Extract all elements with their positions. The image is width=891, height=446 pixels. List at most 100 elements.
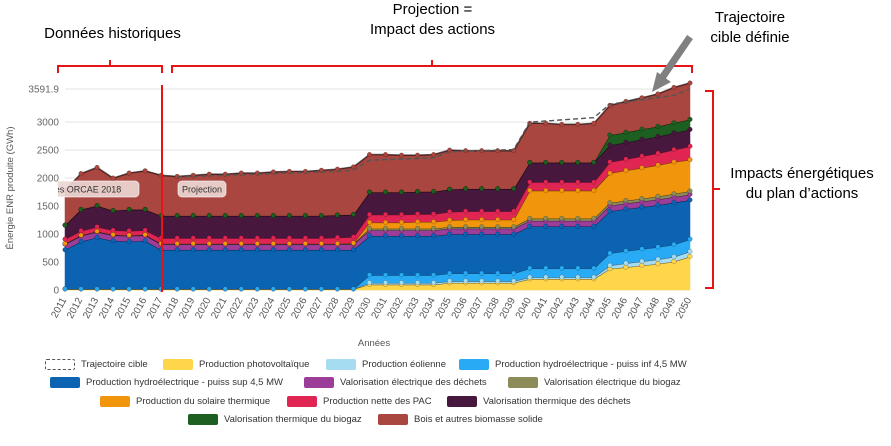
point-Production hydroélectrique - puiss sup 4,5 MW <box>479 231 485 237</box>
point-Production éolienne <box>671 254 677 260</box>
point-Valorisation électrique du biogaz <box>687 188 693 194</box>
point-Production hydroélectrique - puiss inf 4,5 MW <box>318 286 324 292</box>
point-Production du solaire thermique <box>286 241 292 247</box>
point-Production du solaire thermique <box>382 219 389 225</box>
point-Production hydroélectrique - puiss inf 4,5 MW <box>126 286 132 292</box>
plot-band-label: ées ORCAE 2018 <box>50 180 140 198</box>
point-Production hydroélectrique - puiss inf 4,5 MW <box>94 286 100 292</box>
point-Valorisation thermique du biogaz <box>270 213 276 219</box>
point-Production nette des PAC <box>222 235 228 241</box>
point-Production hydroélectrique - puiss inf 4,5 MW <box>62 286 68 292</box>
point-Production hydroélectrique - puiss sup 4,5 MW <box>110 238 116 244</box>
point-Production hydroélectrique - puiss inf 4,5 MW <box>398 272 405 278</box>
point-Production du solaire thermique <box>94 228 100 234</box>
target-line <box>177 88 691 178</box>
point-Valorisation électrique du biogaz <box>575 215 581 221</box>
plot-band-label-box <box>58 180 140 198</box>
point-Production nette des PAC <box>238 235 244 241</box>
point-Production nette des PAC <box>543 179 549 185</box>
point-Production hydroélectrique - puiss sup 4,5 MW <box>350 247 357 253</box>
point-Production nette des PAC <box>94 224 100 230</box>
point-Production hydroélectrique - puiss inf 4,5 MW <box>463 270 469 276</box>
point-Production hydroélectrique - puiss inf 4,5 MW <box>495 270 501 276</box>
point-Production hydroélectrique - puiss inf 4,5 MW <box>543 265 549 271</box>
point-Production du solaire thermique <box>495 216 501 223</box>
point-Production éolienne <box>415 280 421 286</box>
point-Production hydroélectrique - puiss sup 4,5 MW <box>447 231 453 237</box>
point-Production du solaire thermique <box>174 241 180 247</box>
point-Production éolienne <box>543 274 549 280</box>
point-Valorisation thermique du biogaz <box>431 188 437 195</box>
point-Production photovoltaïque <box>671 258 677 265</box>
point-Production nette des PAC <box>623 156 629 162</box>
point-Bois et autres biomasse solide <box>671 84 677 90</box>
y-tick-label: 2000 <box>37 174 60 185</box>
point-Production éolienne <box>559 274 565 280</box>
point-Production hydroélectrique - puiss inf 4,5 MW <box>334 286 340 292</box>
series-markers <box>62 80 693 292</box>
point-Production hydroélectrique - puiss inf 4,5 MW <box>671 241 677 247</box>
point-Production hydroélectrique - puiss sup 4,5 MW <box>190 247 196 253</box>
projection-annotation-line1: Projection = <box>392 1 473 18</box>
x-axis-label: Années <box>358 338 390 349</box>
point-Valorisation thermique du biogaz <box>222 213 228 219</box>
point-Production du solaire thermique <box>254 241 260 247</box>
point-Production hydroélectrique - puiss inf 4,5 MW <box>623 248 629 254</box>
point-Production hydroélectrique - puiss sup 4,5 MW <box>334 247 340 253</box>
point-Production éolienne <box>366 280 373 286</box>
y-tick-label: 0 <box>53 286 59 297</box>
point-Valorisation thermique du biogaz <box>110 207 116 214</box>
point-Production du solaire thermique <box>398 219 405 225</box>
point-Production du solaire thermique <box>78 232 84 238</box>
x-tick-label: 2050 <box>674 296 694 321</box>
point-Production hydroélectrique - puiss sup 4,5 MW <box>671 199 677 205</box>
point-Production du solaire thermique <box>607 170 613 176</box>
point-Valorisation thermique du biogaz <box>671 120 677 126</box>
point-Production nette des PAC <box>62 236 68 242</box>
point-Production du solaire thermique <box>655 162 661 168</box>
point-Production du solaire thermique <box>126 232 132 238</box>
point-Production hydroélectrique - puiss sup 4,5 MW <box>431 233 437 239</box>
point-Production du solaire thermique <box>206 241 212 247</box>
point-Production hydroélectrique - puiss sup 4,5 MW <box>511 231 517 237</box>
point-Production nette des PAC <box>687 143 693 149</box>
point-Production éolienne <box>382 280 389 286</box>
point-Production hydroélectrique - puiss sup 4,5 MW <box>543 223 549 229</box>
point-Production nette des PAC <box>559 179 565 185</box>
point-Production hydroélectrique - puiss inf 4,5 MW <box>174 286 180 292</box>
point-Production nette des PAC <box>110 227 116 233</box>
point-Production nette des PAC <box>495 208 501 214</box>
point-Production du solaire thermique <box>302 241 308 247</box>
point-Production hydroélectrique - puiss sup 4,5 MW <box>575 223 581 229</box>
point-Production hydroélectrique - puiss sup 4,5 MW <box>623 206 629 212</box>
point-Valorisation thermique du biogaz <box>62 222 68 228</box>
y-tick-labels: 0 500 1000 1500 2000 2500 3000 3591.9 <box>28 85 59 297</box>
y-tick-label: 2500 <box>37 146 60 157</box>
point-Production du solaire thermique <box>559 187 565 193</box>
point-Valorisation thermique du biogaz <box>495 186 501 192</box>
point-Production hydroélectrique - puiss sup 4,5 MW <box>142 238 148 244</box>
point-Valorisation thermique du biogaz <box>543 159 549 165</box>
point-Production nette des PAC <box>302 235 308 241</box>
point-Bois et autres biomasse solide <box>94 164 100 170</box>
point-Valorisation électrique du biogaz <box>591 215 597 221</box>
point-Production hydroélectrique - puiss sup 4,5 MW <box>655 202 661 208</box>
point-Valorisation thermique du biogaz <box>382 189 389 195</box>
point-Valorisation thermique des déchets <box>687 126 693 132</box>
point-Production hydroélectrique - puiss inf 4,5 MW <box>575 265 581 271</box>
point-Bois et autres biomasse solide <box>687 80 693 86</box>
point-Production du solaire thermique <box>671 159 677 165</box>
point-Valorisation électrique du biogaz <box>495 224 501 230</box>
point-Production nette des PAC <box>270 235 276 241</box>
point-Production nette des PAC <box>190 235 196 241</box>
point-Production hydroélectrique - puiss sup 4,5 MW <box>174 247 180 253</box>
point-Bois et autres biomasse solide <box>431 152 437 158</box>
point-Production nette des PAC <box>174 235 180 241</box>
point-Production du solaire thermique <box>447 217 453 223</box>
point-Valorisation thermique des déchets <box>623 139 629 145</box>
point-Valorisation électrique du biogaz <box>527 215 533 221</box>
plot-band-label-text: ées ORCAE 2018 <box>50 185 122 195</box>
point-Valorisation électrique du biogaz <box>639 195 645 202</box>
point-Production nette des PAC <box>78 228 84 234</box>
